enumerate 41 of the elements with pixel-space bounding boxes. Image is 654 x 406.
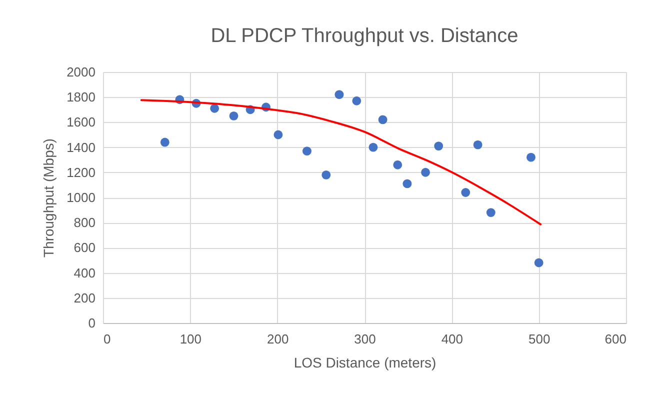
point <box>368 142 378 152</box>
line-series <box>140 99 542 226</box>
y-tick-label: 200 <box>74 290 96 306</box>
y-tick-label: 1800 <box>66 90 96 105</box>
x-tick-label: 0 <box>104 332 111 346</box>
y-tick-label: 1200 <box>66 164 96 180</box>
y-tick-label: 400 <box>74 265 96 280</box>
y-tick-label: 600 <box>74 240 96 256</box>
point <box>534 258 544 268</box>
y-tick-label: 800 <box>74 215 96 230</box>
x-tick-label: 200 <box>266 332 289 346</box>
point <box>526 152 536 162</box>
point <box>274 130 283 140</box>
point <box>352 96 362 106</box>
point <box>160 138 170 147</box>
x-axis-title: LOS Distance (meters) <box>294 354 436 370</box>
point <box>393 160 402 170</box>
point <box>322 170 331 180</box>
x-tick-label: 100 <box>180 332 202 346</box>
y-tick-label: 2000 <box>66 64 96 80</box>
y-tick-label: 1400 <box>66 140 96 155</box>
point <box>421 168 430 177</box>
y-tick-label: 1000 <box>66 190 96 205</box>
point <box>473 140 482 150</box>
point <box>402 179 412 188</box>
point <box>210 104 220 113</box>
point <box>461 188 470 197</box>
point <box>302 146 312 156</box>
point <box>378 115 388 124</box>
x-tick-label: 400 <box>441 332 464 346</box>
point <box>334 90 344 100</box>
y-tick-label: 1600 <box>66 114 96 130</box>
point <box>486 208 496 218</box>
x-tick-label: 500 <box>528 332 550 346</box>
chart-title: DL PDCP Throughput vs. Distance <box>210 25 518 47</box>
y-tick-label: 0 <box>88 316 96 330</box>
x-tick-label: 300 <box>354 332 376 346</box>
point <box>434 142 444 151</box>
point <box>229 111 238 120</box>
x-tick-label: 600 <box>604 332 626 346</box>
y-axis-title: Throughput (Mbps) <box>40 138 57 258</box>
